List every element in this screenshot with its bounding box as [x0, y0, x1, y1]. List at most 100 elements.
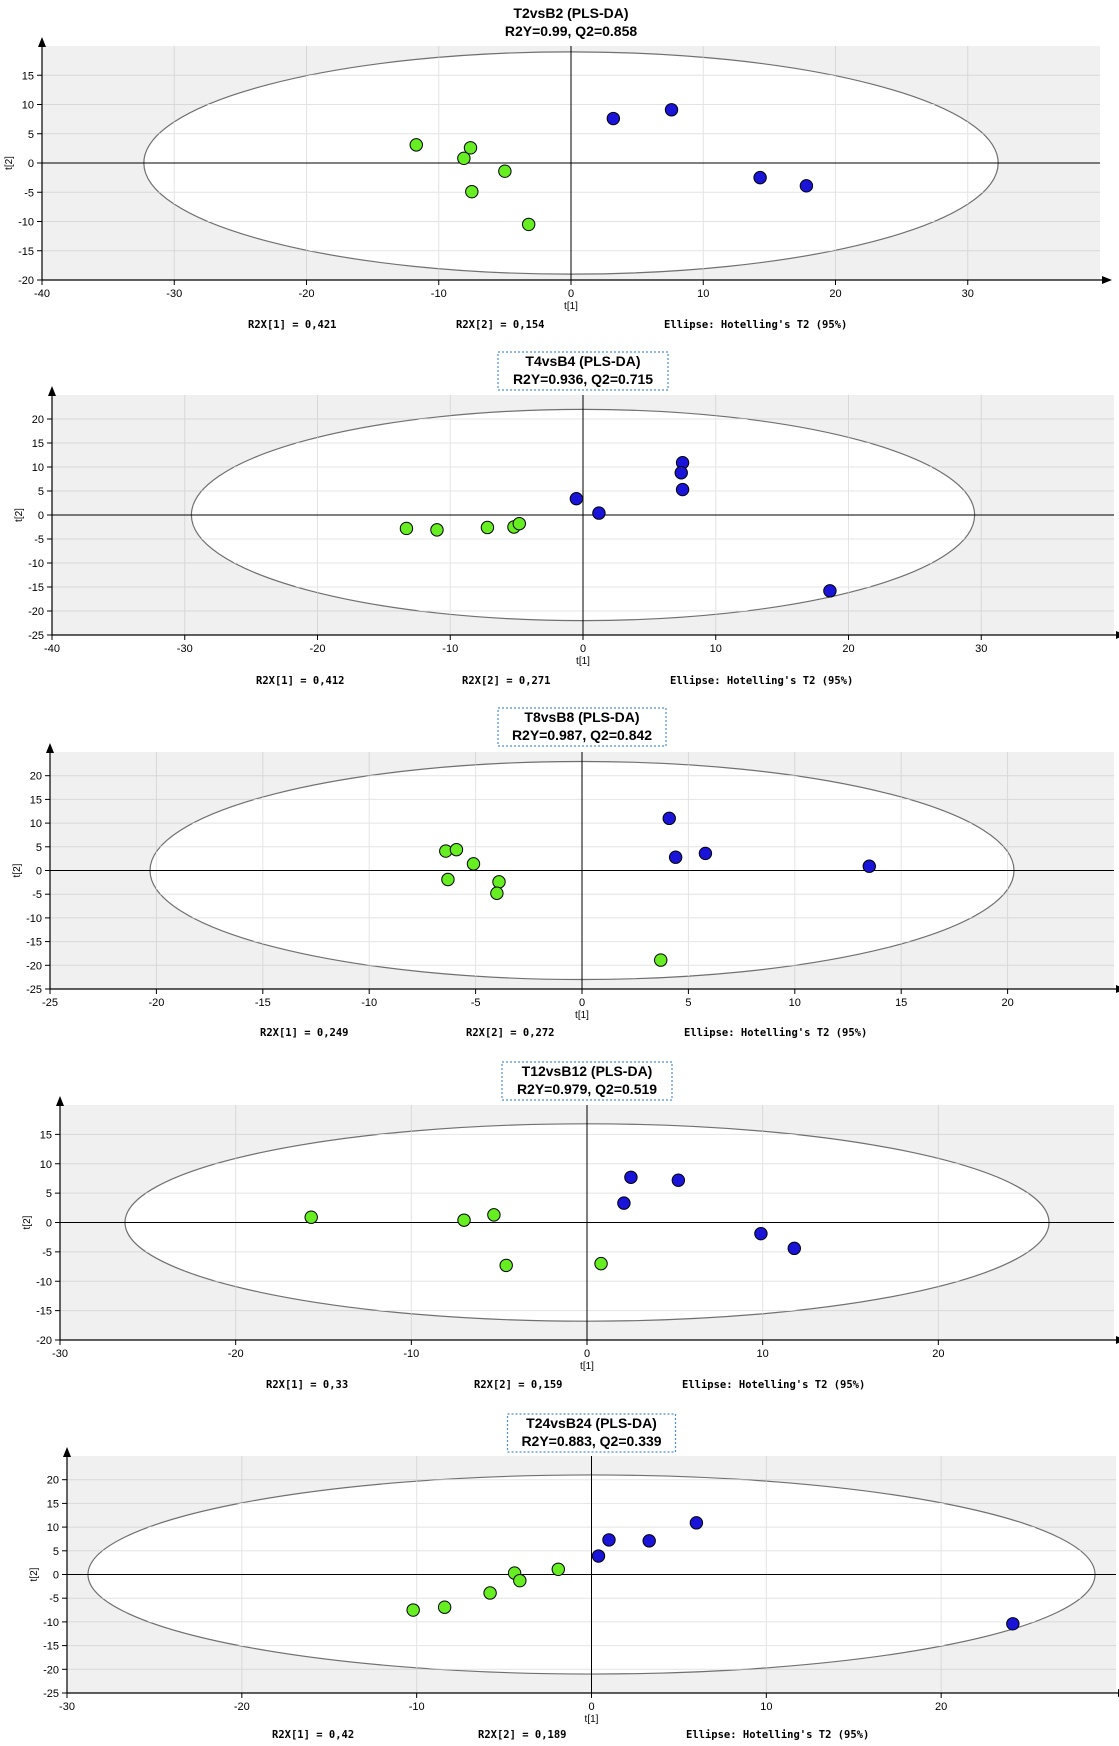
x-tick-label: -30 — [59, 1701, 75, 1713]
y-tick-label: -15 — [26, 937, 42, 949]
x-tick-label: -20 — [228, 1348, 244, 1360]
x-tick-label: 10 — [757, 1348, 769, 1360]
x-tick-label: -30 — [177, 643, 193, 655]
data-point — [602, 1533, 616, 1547]
data-point — [512, 516, 526, 531]
series-2 — [662, 811, 876, 873]
x-tick-label: -10 — [431, 288, 447, 300]
y-tick-label: 0 — [46, 1218, 52, 1230]
ellipse-annotation: Ellipse: Hotelling's T2 (95%) — [686, 1729, 869, 1741]
series-2 — [606, 103, 814, 193]
chart-subtitle: R2Y=0.979, Q2=0.519 — [517, 1081, 657, 1097]
y-tick-label: -25 — [43, 1688, 59, 1700]
x-tick-label: -40 — [44, 643, 60, 655]
x-tick-label: 20 — [829, 288, 841, 300]
y-axis-label: t[2] — [4, 156, 15, 170]
y-axis-label: t[2] — [12, 863, 23, 877]
x-tick-label: -25 — [42, 997, 58, 1009]
data-point — [662, 811, 676, 826]
x-tick-label: -10 — [403, 1348, 419, 1360]
data-point — [1006, 1617, 1020, 1631]
y-tick-label: -10 — [43, 1617, 59, 1629]
data-point — [671, 1173, 686, 1187]
x-tick-label: 0 — [580, 643, 586, 655]
data-point — [399, 521, 414, 536]
x-axis-label: t[1] — [580, 1361, 594, 1372]
data-point — [674, 466, 688, 480]
y-axis-arrow — [38, 37, 46, 47]
y-tick-label: -15 — [18, 246, 34, 258]
r2x2-annotation: R2X[2] = 0,159 — [474, 1379, 563, 1391]
data-point — [753, 170, 767, 185]
x-tick-label: -15 — [255, 997, 271, 1009]
data-point — [594, 1256, 608, 1271]
y-tick-label: 5 — [38, 486, 44, 498]
chart-subtitle: R2Y=0.99, Q2=0.858 — [505, 23, 638, 39]
chart-panel-4: T12vsB12 (PLS-DA)R2Y=0.979, Q2=0.519-30-… — [22, 1061, 1119, 1391]
data-point — [642, 1534, 656, 1548]
x-tick-label: 10 — [789, 997, 801, 1009]
x-axis-arrow — [1116, 985, 1119, 993]
data-point — [521, 217, 536, 232]
y-tick-label: -5 — [49, 1593, 59, 1605]
r2x2-annotation: R2X[2] = 0,189 — [478, 1729, 567, 1741]
y-tick-label: 15 — [22, 70, 34, 82]
y-tick-label: 0 — [53, 1570, 59, 1582]
y-tick-label: -10 — [36, 1276, 52, 1288]
series-2 — [617, 1170, 801, 1256]
r2x2-annotation: R2X[2] = 0,154 — [456, 319, 545, 331]
y-tick-label: 10 — [47, 1522, 59, 1534]
data-point — [698, 846, 713, 861]
x-axis-label: t[1] — [576, 656, 590, 667]
series-1 — [439, 842, 668, 967]
data-point — [449, 842, 464, 857]
y-tick-label: 0 — [36, 866, 42, 878]
y-tick-label: -20 — [36, 1335, 52, 1347]
y-tick-label: 15 — [47, 1498, 59, 1510]
y-tick-label: -20 — [43, 1664, 59, 1676]
x-tick-label: -10 — [442, 643, 458, 655]
x-tick-label: -40 — [34, 288, 50, 300]
y-tick-label: -20 — [28, 606, 44, 618]
x-tick-label: 20 — [935, 1701, 947, 1713]
data-point — [304, 1210, 318, 1224]
title-box — [497, 351, 669, 391]
data-point — [617, 1196, 631, 1210]
y-tick-label: 10 — [32, 462, 44, 474]
title-box — [497, 707, 667, 747]
x-tick-label: 5 — [685, 997, 691, 1009]
data-point — [490, 886, 504, 900]
x-tick-label: 30 — [975, 643, 987, 655]
x-tick-label: -30 — [166, 288, 182, 300]
x-tick-label: -20 — [310, 643, 326, 655]
y-tick-label: -15 — [28, 582, 44, 594]
y-tick-label: 15 — [40, 1129, 52, 1141]
x-tick-label: -20 — [148, 997, 164, 1009]
chart-subtitle: R2Y=0.936, Q2=0.715 — [513, 371, 653, 387]
chart-panel-5: T24vsB24 (PLS-DA)R2Y=0.883, Q2=0.339-30-… — [29, 1413, 1119, 1741]
y-tick-label: 10 — [22, 100, 34, 112]
y-tick-label: 5 — [28, 129, 34, 141]
series-2 — [569, 455, 837, 598]
data-point — [483, 1586, 497, 1600]
data-point — [466, 857, 481, 871]
data-point — [406, 1603, 420, 1617]
r2x2-annotation: R2X[2] = 0,272 — [466, 1027, 555, 1039]
data-point — [487, 1208, 501, 1222]
data-point — [430, 523, 444, 537]
x-axis-label: t[1] — [585, 1714, 599, 1725]
x-tick-label: 0 — [584, 1348, 590, 1360]
y-tick-label: 10 — [40, 1159, 52, 1171]
chart-title: T2vsB2 (PLS-DA) — [513, 5, 628, 21]
data-point — [823, 584, 837, 598]
y-tick-label: -25 — [28, 630, 44, 642]
x-tick-label: 10 — [697, 288, 709, 300]
data-point — [624, 1170, 638, 1184]
data-point — [409, 138, 423, 152]
y-tick-label: 20 — [47, 1475, 59, 1487]
data-point — [463, 141, 478, 155]
data-point — [606, 111, 621, 126]
ellipse-annotation: Ellipse: Hotelling's T2 (95%) — [684, 1027, 867, 1039]
y-axis-label: t[2] — [14, 508, 25, 522]
x-tick-label: 20 — [1001, 997, 1013, 1009]
